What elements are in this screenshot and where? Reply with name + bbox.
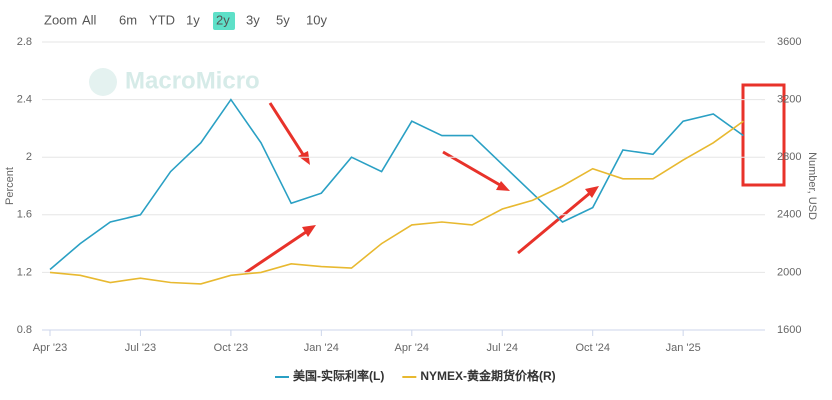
x-tick-label: Jul '24 — [487, 342, 518, 354]
zoom-button[interactable]: 6m — [119, 12, 137, 27]
y2-tick-label: 3600 — [777, 36, 801, 48]
x-tick-label: Apr '23 — [33, 342, 68, 354]
annotations — [244, 83, 786, 275]
legend-label[interactable]: 美国-实际利率(L) — [293, 368, 384, 383]
y2-tick-label: 1600 — [777, 324, 801, 336]
y-tick-label: 1.6 — [17, 209, 32, 221]
y2-tick-label: 3200 — [777, 94, 801, 106]
x-tick-label: Jan '25 — [666, 342, 701, 354]
y2-tick-label: 2800 — [777, 151, 801, 163]
zoom-button[interactable]: 3y — [246, 12, 260, 27]
y-tick-label: 2.8 — [17, 36, 32, 48]
zoom-button[interactable]: YTD — [149, 12, 175, 27]
zoom-label: Zoom — [44, 12, 77, 27]
watermark-logo — [89, 68, 117, 96]
y2-axis-title: Number, USD — [806, 152, 818, 220]
zoom-button[interactable]: 10y — [306, 12, 327, 27]
y-axis-title: Percent — [4, 167, 16, 205]
watermark: MacroMicro — [125, 67, 260, 94]
zoom-button[interactable]: 5y — [276, 12, 290, 27]
series-line — [49, 98, 744, 271]
zoom-button[interactable]: All — [82, 12, 97, 27]
x-tick-label: Jul '23 — [125, 342, 156, 354]
y-tick-label: 2 — [26, 151, 32, 163]
x-tick-label: Apr '24 — [395, 342, 430, 354]
y-tick-label: 2.4 — [17, 94, 32, 106]
y2-tick-label: 2400 — [777, 209, 801, 221]
x-tick-label: Oct '24 — [575, 342, 610, 354]
y-tick-label: 0.8 — [17, 324, 32, 336]
zoom-button[interactable]: 2y — [216, 12, 230, 27]
y2-tick-label: 2000 — [777, 266, 801, 278]
legend-label[interactable]: NYMEX-黄金期货价格(R) — [420, 368, 555, 383]
zoom-buttons: All 6m YTD 1y 2y 3y 5y 10y — [82, 12, 327, 30]
x-tick-label: Jan '24 — [304, 342, 339, 354]
x-tick-label: Oct '23 — [214, 342, 249, 354]
series-line — [49, 120, 744, 285]
zoom-button[interactable]: 1y — [186, 12, 200, 27]
zoom-button-bg — [213, 12, 235, 30]
y-tick-label: 1.2 — [17, 266, 32, 278]
